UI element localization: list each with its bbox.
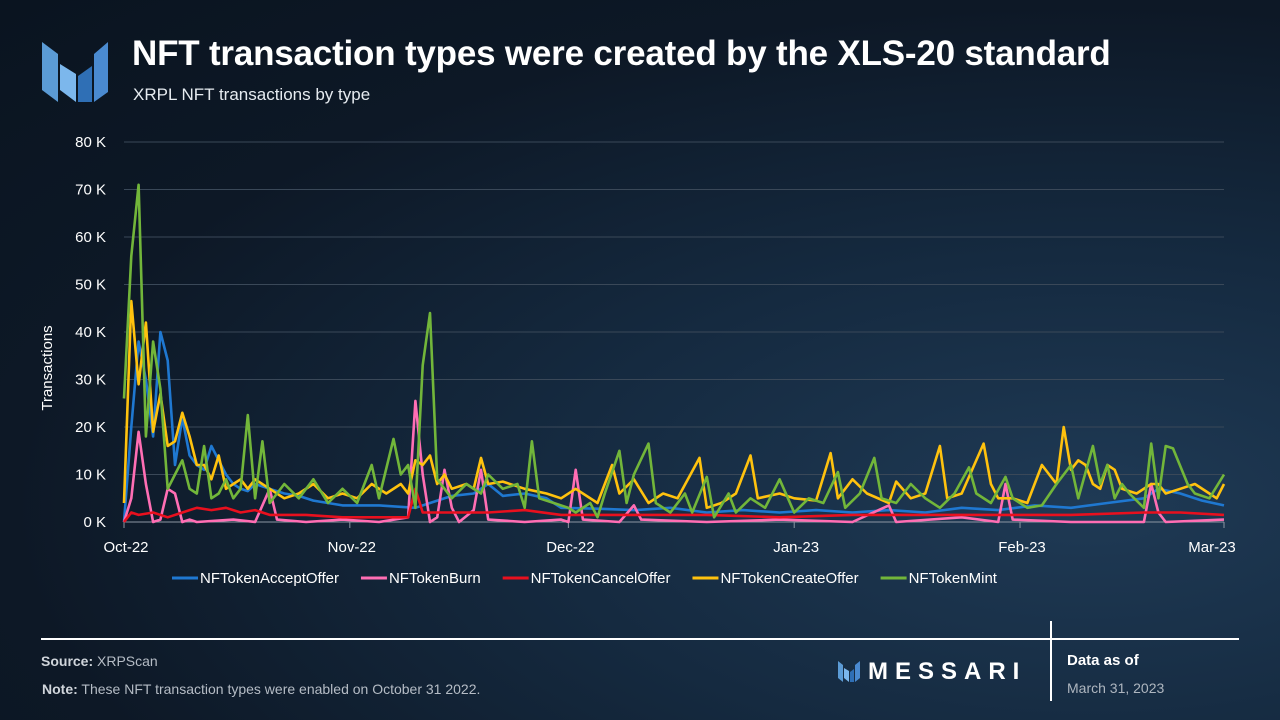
page-subtitle: XRPL NFT transactions by type (133, 85, 371, 104)
x-tick-label: Nov-22 (328, 539, 376, 556)
source-line: Source: XRPScan (41, 653, 158, 669)
y-tick-label: 50 K (75, 277, 106, 294)
line-chart: 0 K 10 K 20 K 30 K 40 K 50 K 60 K 70 K 80 K Oct-… (39, 134, 1236, 587)
footer-vertical-divider (1050, 621, 1052, 701)
x-tick-label: Dec-22 (546, 539, 594, 556)
messari-wordmark: MESSARI (868, 658, 1027, 685)
y-tick-label: 70 K (75, 182, 106, 199)
x-tick-label: Jan-23 (773, 539, 819, 556)
messari-logo-icon (42, 42, 108, 102)
y-tick-label: 60 K (75, 229, 106, 246)
x-tick-label: Mar-23 (1188, 539, 1236, 556)
source-label: Source: (41, 653, 94, 669)
legend-item-NFTokenCancelOffer: NFTokenCancelOffer (502, 570, 671, 587)
y-tick-label: 10 K (75, 467, 106, 484)
footer-divider (41, 638, 1239, 640)
data-as-of-label: Data as of (1067, 652, 1139, 669)
note-label: Note: (42, 681, 78, 697)
x-tick-label: Feb-23 (998, 539, 1046, 556)
series-line-NFTokenMint (122, 183, 1226, 519)
legend-item-NFTokenAcceptOffer: NFTokenAcceptOffer (172, 570, 339, 587)
series-line-NFTokenBurn (122, 399, 1225, 524)
legend-item-NFTokenMint: NFTokenMint (880, 570, 998, 587)
y-tick-label: 30 K (75, 372, 106, 389)
legend-item-NFTokenBurn: NFTokenBurn (360, 570, 481, 587)
y-tick-label: 40 K (75, 324, 106, 341)
y-tick-label: 20 K (75, 419, 106, 436)
y-tick-label: 0 K (83, 514, 106, 531)
legend-label: NFTokenMint (909, 570, 998, 587)
data-as-of-date: March 31, 2023 (1067, 680, 1165, 696)
y-tick-label: 80 K (75, 134, 106, 151)
legend-label: NFTokenCreateOffer (720, 570, 858, 587)
note-value: These NFT transaction types were enabled… (81, 681, 481, 697)
x-tick-label: Oct-22 (103, 539, 148, 556)
note-line: Note: These NFT transaction types were e… (42, 681, 480, 697)
y-axis-label: Transactions (39, 325, 56, 410)
messari-mark-icon (838, 661, 860, 682)
legend-item-NFTokenCreateOffer: NFTokenCreateOffer (692, 570, 859, 587)
legend-label: NFTokenBurn (389, 570, 481, 587)
legend-label: NFTokenCancelOffer (531, 570, 671, 587)
series-line-NFTokenCancelOffer (122, 487, 1225, 523)
page-title: NFT transaction types were created by th… (132, 34, 1111, 73)
legend-label: NFTokenAcceptOffer (200, 570, 339, 587)
source-value: XRPScan (97, 653, 158, 669)
